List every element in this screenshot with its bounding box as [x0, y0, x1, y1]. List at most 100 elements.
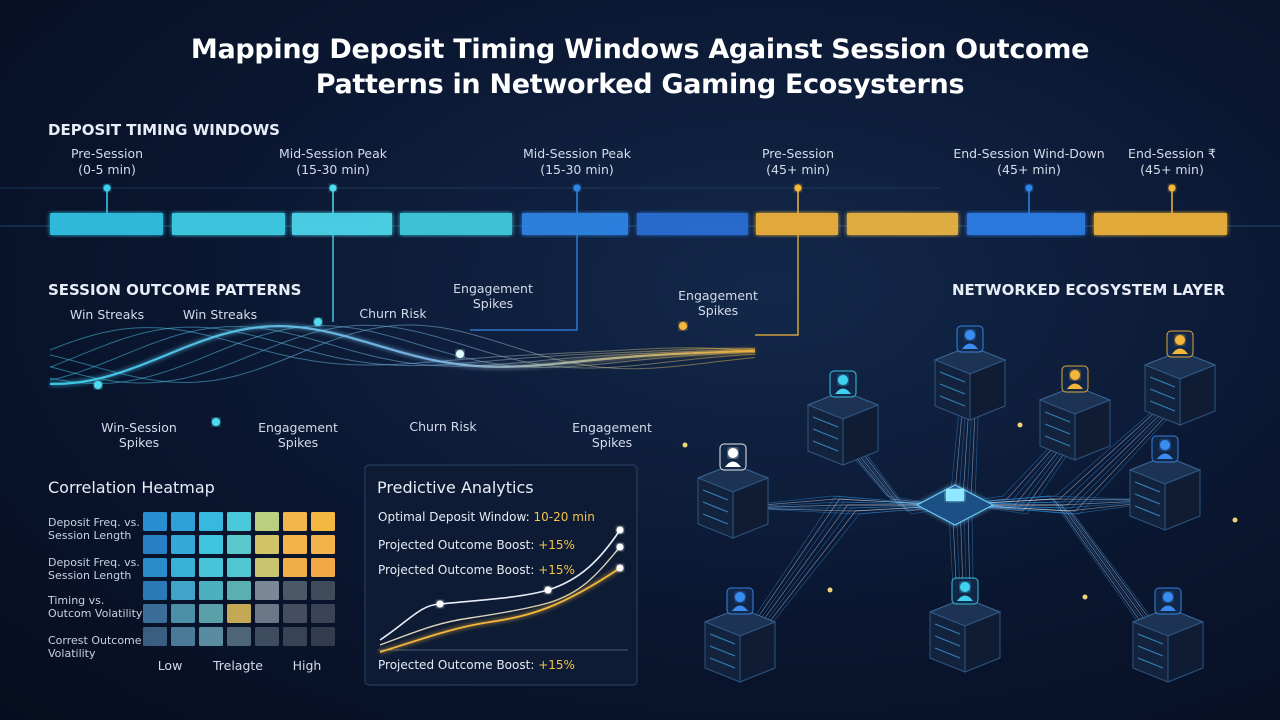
trend-point — [616, 526, 624, 534]
user-icon-body — [1157, 453, 1173, 459]
window-range: (15-30 min) — [296, 162, 370, 177]
server-slot — [934, 647, 961, 659]
trend-point — [616, 564, 624, 572]
heatmap-cell — [255, 535, 279, 554]
user-icon-body — [732, 605, 748, 611]
heatmap-cell — [171, 535, 195, 554]
outcome-label: Engagement Spikes — [258, 420, 338, 450]
heatmap-cell — [283, 535, 307, 554]
heatmap-cell — [199, 627, 223, 646]
network-dot — [1232, 517, 1238, 523]
heatmap-cell — [199, 558, 223, 577]
wave — [49, 326, 756, 381]
user-icon-head — [1175, 335, 1185, 345]
server-right — [969, 359, 1006, 421]
network-link — [966, 504, 1178, 653]
heatmap-row-label: Correst Outcome Volatility — [48, 634, 142, 661]
marker-dot — [1025, 184, 1033, 192]
analytics-value: +15% — [538, 563, 575, 577]
wave-node — [94, 381, 102, 389]
heatmap-row-label: Deposit Freq. vs. Session Length — [48, 556, 140, 583]
wave — [49, 325, 756, 384]
heatmap-cell — [143, 558, 167, 577]
connector — [755, 235, 799, 336]
wave — [49, 326, 756, 368]
wave-node — [314, 318, 322, 326]
server-slot — [1044, 423, 1071, 435]
trend-line — [379, 529, 621, 641]
analytics-value: +15% — [538, 538, 575, 552]
server-right — [732, 477, 769, 539]
heatmap-legend: Trelagte — [212, 658, 263, 673]
user-icon-head — [728, 448, 738, 458]
heatmap-cell — [255, 627, 279, 646]
network-dot — [1082, 594, 1088, 600]
wave — [50, 324, 756, 385]
server-slot — [1044, 435, 1071, 447]
trend-line — [379, 546, 621, 646]
timing-segment — [50, 213, 163, 235]
server-slot — [1149, 376, 1176, 388]
user-icon-head — [965, 330, 975, 340]
heatmap-cell — [255, 512, 279, 531]
wave-node — [679, 322, 687, 330]
trend-point — [544, 586, 552, 594]
trend-point — [616, 543, 624, 551]
server-right — [1179, 364, 1216, 426]
heatmap-cell — [311, 535, 335, 554]
marker-dot — [573, 184, 581, 192]
heatmap-cell — [311, 581, 335, 600]
user-icon-head — [1163, 592, 1173, 602]
title-line: Patterns in Networked Gaming Ecosysterns — [315, 69, 965, 100]
server-slot — [1137, 657, 1164, 669]
user-icon-body — [1160, 605, 1176, 611]
wave — [49, 324, 756, 384]
heatmap-cell — [199, 581, 223, 600]
heatmap-cell — [199, 512, 223, 531]
analytics-title: Predictive Analytics — [377, 478, 534, 497]
network-link — [736, 501, 952, 653]
timing-segment — [292, 213, 392, 235]
analytics-line: Projected Outcome Boost: +15% — [378, 563, 575, 577]
analytics-panel — [364, 464, 638, 686]
heatmap-legend: High — [292, 658, 322, 673]
heatmap-cell — [227, 512, 251, 531]
user-icon-head — [735, 592, 745, 602]
heatmap-cell — [283, 627, 307, 646]
heatmap-cell — [143, 627, 167, 646]
wave — [49, 324, 756, 384]
user-icon-body — [725, 461, 741, 467]
server-slot — [812, 416, 839, 428]
heatmap-cell — [255, 581, 279, 600]
heatmap-cell — [227, 604, 251, 623]
window-range: (15-30 min) — [540, 162, 614, 177]
heatmap-cell — [311, 604, 335, 623]
outcome-label: Engagement Spikes — [572, 420, 652, 450]
network-link — [962, 504, 1175, 653]
heatmap-cell — [283, 604, 307, 623]
heatmap-title: Correlation Heatmap — [48, 478, 215, 497]
network-link — [733, 498, 948, 653]
network-dot — [682, 442, 688, 448]
wave-node — [456, 350, 464, 358]
trend-point — [436, 600, 444, 608]
wave-node — [212, 418, 220, 426]
server-slot — [1134, 505, 1161, 517]
user-icon-head — [1070, 370, 1080, 380]
outcome-label: Win Streaks — [69, 307, 145, 322]
wave — [49, 327, 756, 366]
heatmap-cell — [143, 604, 167, 623]
timing-segment — [756, 213, 838, 235]
heatmap-row-label: Timing vs. Outcom Volatility — [48, 594, 143, 621]
window-label: End-Session Wind-Down — [953, 146, 1105, 161]
server-right — [1167, 621, 1204, 683]
heatmap-cell — [171, 558, 195, 577]
heatmap-cell — [283, 558, 307, 577]
server-slot — [1149, 400, 1176, 412]
heatmap-cell — [227, 558, 251, 577]
heatmap-cell — [171, 627, 195, 646]
analytics-footer: Projected Outcome Boost: +15% — [378, 658, 575, 672]
heatmap-cell — [227, 535, 251, 554]
server-slot — [939, 371, 966, 383]
server-slot — [812, 440, 839, 452]
